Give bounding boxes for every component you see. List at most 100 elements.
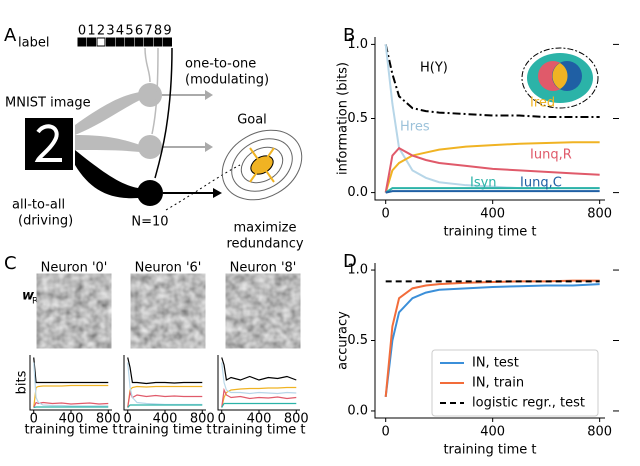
modulating-link xyxy=(154,47,173,179)
line-series xyxy=(127,362,203,406)
label-box xyxy=(134,37,144,47)
y-axis-label: bits xyxy=(15,370,30,394)
axis xyxy=(29,355,112,411)
digit: 3 xyxy=(106,24,114,39)
label-box xyxy=(153,37,163,47)
line-series xyxy=(221,387,297,408)
legend-label: IN, test xyxy=(472,356,519,371)
y-axis-label: accuracy xyxy=(336,311,351,370)
y-tick-label: 1.0 xyxy=(347,37,368,52)
x-axis-label: training time t xyxy=(212,423,305,438)
x-tick-label: 800 xyxy=(96,412,121,427)
neuron xyxy=(138,83,162,107)
line-series xyxy=(384,44,600,119)
series-label: Iunq,R xyxy=(530,148,572,163)
series-label: Isyn xyxy=(470,176,497,191)
line-series xyxy=(385,187,600,194)
arrow xyxy=(213,188,222,198)
line-series xyxy=(385,190,600,194)
connection xyxy=(75,150,138,199)
label-box xyxy=(96,37,106,47)
connection xyxy=(75,135,140,152)
y-tick-label: 0.0 xyxy=(347,403,368,418)
y-axis-label: information (bits) xyxy=(336,62,351,175)
label-box xyxy=(144,37,153,47)
series-label: Iunq,C xyxy=(520,176,562,191)
digit: 0 xyxy=(78,24,86,39)
y-tick-label: 1.0 xyxy=(347,263,368,278)
x-tick-label: 0 xyxy=(30,412,38,427)
neuron-title: Neuron '8' xyxy=(230,261,297,276)
series-label: Ired xyxy=(530,96,555,111)
line-series xyxy=(221,362,297,395)
label-box xyxy=(106,37,115,47)
x-tick-label: 800 xyxy=(587,207,612,222)
goal-icon xyxy=(221,129,303,201)
line-series xyxy=(127,404,203,408)
x-axis-label: training time t xyxy=(443,225,536,240)
y-tick-label: 0.5 xyxy=(347,333,368,348)
line-series xyxy=(127,385,203,408)
digit: 4 xyxy=(116,24,124,39)
series-label: H(Y) xyxy=(420,61,448,76)
line-series xyxy=(127,357,203,385)
diagram-text: one-to-one xyxy=(185,57,256,72)
x-tick-label: 800 xyxy=(587,425,612,440)
diagram-text: all-to-all xyxy=(12,198,65,213)
network-diagram xyxy=(25,47,303,211)
axis xyxy=(217,355,300,411)
digit: 7 xyxy=(144,24,152,39)
x-axis-label: training time t xyxy=(443,443,536,458)
x-tick-label: 400 xyxy=(480,425,505,440)
weight-image xyxy=(137,280,199,342)
panel-label: D xyxy=(343,251,357,272)
line-series xyxy=(33,406,109,409)
x-tick-label: 400 xyxy=(153,412,178,427)
diagram-text: (modulating) xyxy=(185,73,269,88)
x-tick-label: 400 xyxy=(59,412,84,427)
digit: 2 xyxy=(97,24,105,39)
neuron xyxy=(138,135,162,159)
axis xyxy=(123,355,206,411)
diagram-text: N=10 xyxy=(131,215,168,230)
line-series xyxy=(384,146,600,193)
diagram-text: maximize xyxy=(233,221,296,236)
axis xyxy=(374,37,605,201)
connection xyxy=(75,92,140,135)
diagram-text: MNIST image xyxy=(5,96,91,111)
neuron-title: Neuron '6' xyxy=(135,261,202,276)
line-series xyxy=(221,402,297,408)
line-series xyxy=(33,362,109,407)
weight-image xyxy=(43,280,105,342)
line-series xyxy=(33,357,109,384)
x-tick-label: 800 xyxy=(284,412,309,427)
panel-label: A xyxy=(4,25,17,46)
line-series xyxy=(384,283,600,397)
line-series xyxy=(221,357,297,381)
label-box xyxy=(115,37,125,47)
axis xyxy=(374,263,605,419)
line-series xyxy=(33,401,109,408)
digit: 9 xyxy=(163,24,171,39)
diagram-text: Goal xyxy=(237,113,267,128)
neuron xyxy=(137,180,163,206)
x-tick-label: 0 xyxy=(218,412,226,427)
x-tick-label: 0 xyxy=(382,207,390,222)
modulating-link xyxy=(144,47,159,135)
diagram-text: (driving) xyxy=(18,214,73,229)
diagram-text: label xyxy=(18,36,49,51)
goal-link xyxy=(165,164,241,211)
series-label: Hres xyxy=(400,120,430,135)
venn-icon xyxy=(521,47,599,109)
digit: 1 xyxy=(87,24,95,39)
x-axis-label: training time t xyxy=(24,423,117,438)
panel-label: C xyxy=(4,253,17,274)
x-tick-label: 800 xyxy=(190,412,215,427)
legend-box xyxy=(431,349,599,417)
label-box xyxy=(125,37,134,47)
x-tick-label: 0 xyxy=(382,425,390,440)
line-series xyxy=(33,384,109,408)
label-box xyxy=(87,37,96,47)
x-tick-label: 400 xyxy=(247,412,272,427)
